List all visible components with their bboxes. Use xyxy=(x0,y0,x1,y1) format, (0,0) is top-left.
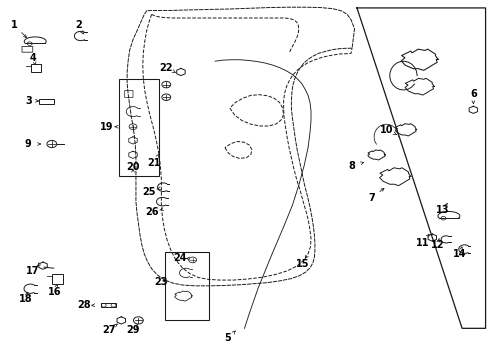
Text: 13: 13 xyxy=(435,204,449,215)
Bar xyxy=(39,99,54,104)
Text: 1: 1 xyxy=(11,20,18,30)
Text: 9: 9 xyxy=(25,139,32,149)
Text: 15: 15 xyxy=(295,258,308,269)
Bar xyxy=(119,79,159,176)
Bar xyxy=(52,274,63,284)
Text: 27: 27 xyxy=(102,325,115,336)
Text: 4: 4 xyxy=(30,53,37,63)
Text: 20: 20 xyxy=(126,162,140,172)
Text: 25: 25 xyxy=(142,186,155,197)
Text: 2: 2 xyxy=(75,20,81,30)
Text: 26: 26 xyxy=(144,207,158,217)
Text: 7: 7 xyxy=(367,193,374,203)
Text: 14: 14 xyxy=(452,249,466,259)
Text: 8: 8 xyxy=(348,161,355,171)
Bar xyxy=(31,64,41,72)
Text: 17: 17 xyxy=(25,266,39,276)
Text: 12: 12 xyxy=(430,240,444,250)
Bar xyxy=(165,252,209,320)
Text: 24: 24 xyxy=(173,253,186,264)
Text: 6: 6 xyxy=(469,89,476,99)
Text: 28: 28 xyxy=(77,300,91,310)
Bar xyxy=(101,303,116,307)
Text: 19: 19 xyxy=(100,122,113,132)
Text: 3: 3 xyxy=(25,96,32,106)
Text: 18: 18 xyxy=(19,294,32,304)
Text: 10: 10 xyxy=(379,125,392,135)
Text: 23: 23 xyxy=(154,276,168,287)
Text: 22: 22 xyxy=(159,63,173,73)
Text: 11: 11 xyxy=(415,238,429,248)
Text: 5: 5 xyxy=(224,333,231,343)
Text: 21: 21 xyxy=(146,158,160,168)
Text: 29: 29 xyxy=(126,325,140,336)
Text: 16: 16 xyxy=(48,287,61,297)
